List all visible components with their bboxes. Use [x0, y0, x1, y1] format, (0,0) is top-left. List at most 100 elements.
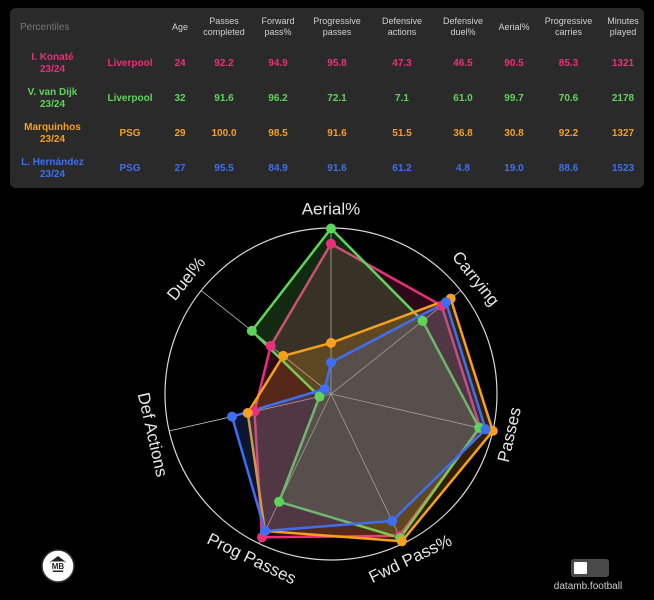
stat-cell: 51.5 — [392, 128, 412, 139]
column-header: Passes completed — [203, 16, 245, 37]
stat-cell: 88.6 — [558, 163, 579, 174]
player-name: V. van Dijk — [27, 86, 78, 98]
data-point — [278, 350, 289, 361]
stat-cell: 7.1 — [395, 93, 409, 104]
player-season: 23/24 — [39, 168, 66, 180]
stat-cell: 1327 — [611, 128, 635, 139]
stat-cell: 61.2 — [392, 163, 412, 174]
stat-cell: 92.2 — [558, 128, 579, 139]
stat-cell: 2178 — [611, 93, 635, 104]
stat-cell: 95.5 — [214, 163, 234, 174]
stat-cell: 85.3 — [558, 58, 579, 69]
data-point — [480, 424, 491, 435]
data-point — [326, 337, 336, 348]
table-row: Marquinhos 23/24 PSG 29 100.0 98.5 91.6 51.5 36.… — [10, 116, 644, 151]
radar-spoke — [258, 393, 332, 544]
player-season: 23/24 — [39, 133, 66, 145]
data-point — [441, 297, 451, 308]
stat-cell: 84.9 — [268, 163, 288, 174]
table-body: I. Konaté 23/24 Liverpool 24 92.2 94.9 95.8 47.… — [10, 46, 644, 186]
stat-cell: 90.5 — [504, 58, 524, 69]
column-header: Forward pass% — [261, 16, 295, 37]
stat-cell: 32 — [174, 93, 186, 104]
stat-cell: 1321 — [611, 58, 635, 69]
stats-table: Percentiles Age Passes completed Forward p… — [10, 8, 644, 186]
table-row: V. van Dijk 23/24 Liverpool 32 91.6 96.2 72.1 7… — [10, 81, 644, 116]
stat-cell: 96.2 — [268, 93, 288, 104]
data-point — [274, 496, 285, 507]
data-point — [417, 315, 428, 326]
radar-series-points — [227, 223, 498, 547]
data-point — [260, 526, 270, 536]
stat-cell: 72.1 — [327, 93, 347, 104]
stat-cell: 94.9 — [268, 58, 288, 69]
data-point — [227, 411, 237, 422]
series-polygon — [230, 301, 487, 533]
team-cell: Liverpool — [107, 93, 153, 104]
stat-cell: 100.0 — [211, 128, 237, 139]
stat-cell: 95.8 — [327, 58, 347, 69]
stat-cell: 91.6 — [327, 163, 347, 174]
stat-cell: 91.6 — [214, 93, 234, 104]
player-name: I. Konaté — [31, 51, 74, 63]
data-point — [319, 384, 330, 394]
player-cell: V. van Dijk 23/24 — [10, 81, 95, 116]
player-name: L. Hernández — [21, 156, 84, 168]
data-point — [265, 340, 276, 351]
team-cell: PSG — [119, 163, 141, 174]
stat-cell: 29 — [174, 128, 186, 139]
player-cell: Marquinhos 23/24 — [10, 116, 95, 151]
ball-logo-icon: MB — [41, 549, 75, 583]
stat-cell: 61.0 — [453, 93, 473, 104]
radar-spoke — [330, 393, 493, 432]
theme-toggle[interactable] — [571, 559, 609, 577]
column-header: Age — [171, 21, 188, 32]
axis-label: Passes — [494, 405, 525, 464]
player-season: 23/24 — [39, 63, 66, 75]
stat-cell: 46.5 — [453, 58, 473, 69]
stat-cell: 91.6 — [327, 128, 347, 139]
column-header: Minutes played — [607, 16, 639, 37]
column-header: Aerial% — [498, 21, 530, 32]
data-point — [246, 325, 257, 336]
corner-label: Percentiles — [20, 21, 70, 33]
stat-cell: 99.7 — [504, 93, 524, 104]
axis-label: Aerial% — [302, 199, 361, 218]
table-row: I. Konaté 23/24 Liverpool 24 92.2 94.9 95.8 47.… — [10, 46, 644, 81]
toggle-knob[interactable] — [574, 562, 587, 574]
logo-text: MB — [52, 562, 65, 571]
stat-cell: 24 — [174, 58, 186, 69]
column-header: Defensive actions — [381, 16, 423, 37]
datamb-logo: MB — [40, 548, 76, 584]
stat-cell: 19.0 — [504, 163, 524, 174]
stat-cell: 30.8 — [504, 128, 524, 139]
data-point — [326, 223, 336, 234]
column-header: Progressive passes — [313, 16, 361, 37]
data-point — [314, 391, 325, 402]
column-header: Progressive carries — [544, 16, 593, 37]
stat-cell: 27 — [174, 163, 186, 174]
table-header-row: Percentiles Age Passes completed Forward p… — [10, 8, 644, 46]
stat-cell: 98.5 — [268, 128, 288, 139]
team-cell: PSG — [119, 128, 141, 139]
data-point — [387, 516, 398, 526]
data-point — [326, 357, 336, 368]
column-header: Defensive duel% — [442, 16, 484, 37]
radar-spoke — [200, 290, 332, 395]
team-cell: Liverpool — [107, 58, 153, 69]
radar-series-polygons — [230, 227, 495, 543]
data-point — [242, 408, 253, 418]
stat-cell: 1523 — [611, 163, 635, 174]
credit-text: datamb.football — [553, 581, 623, 592]
table-row: L. Hernández 23/24 PSG 27 95.5 84.9 91.6 61.2 4.… — [10, 151, 644, 186]
player-cell: I. Konaté 23/24 — [10, 46, 95, 81]
data-point — [326, 238, 336, 249]
stat-cell: 36.8 — [453, 128, 473, 139]
player-season: 23/24 — [39, 98, 66, 110]
stat-cell: 92.2 — [214, 58, 234, 69]
stat-cell: 4.8 — [456, 163, 470, 174]
series-polygon — [250, 227, 481, 540]
data-point — [396, 536, 407, 547]
player-cell: L. Hernández 23/24 — [10, 151, 95, 186]
